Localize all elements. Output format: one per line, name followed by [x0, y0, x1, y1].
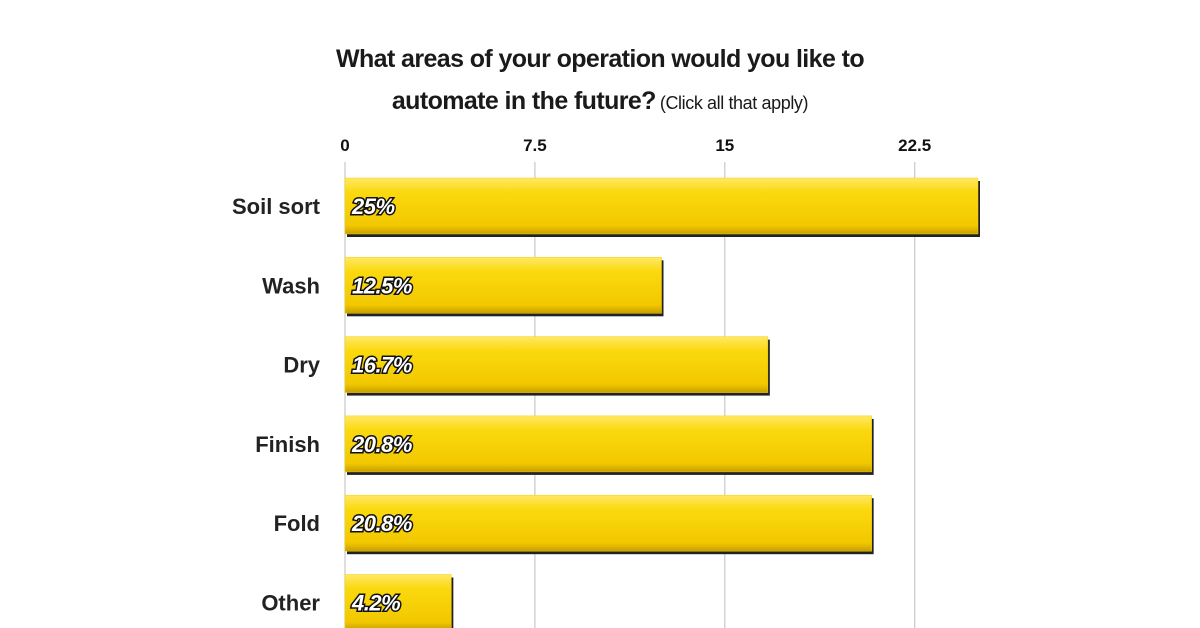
x-tick-label: 0: [340, 136, 349, 155]
y-tick-label: Finish: [255, 432, 320, 457]
bar: [344, 415, 872, 473]
y-tick-label: Wash: [262, 273, 320, 298]
y-tick-label: Dry: [283, 353, 320, 378]
value-label: 4.2%: [351, 591, 400, 616]
x-tick-label: 15: [715, 136, 734, 155]
bar: [344, 574, 452, 628]
value-label: 25%: [351, 194, 395, 219]
x-tick-label: 7.5: [523, 136, 547, 155]
value-label: 16.7%: [352, 353, 412, 378]
y-tick-label: Soil sort: [232, 194, 321, 219]
value-label: 12.5%: [352, 273, 412, 298]
chart-subtitle: (Click all that apply): [659, 93, 809, 113]
bar: [344, 494, 872, 552]
chart-header: What areas of your operation would you l…: [300, 40, 900, 124]
bar: [344, 336, 769, 393]
y-tick-label: Other: [261, 591, 320, 616]
chart-title: What areas of your operation would you l…: [335, 45, 865, 115]
bar: [344, 177, 979, 235]
value-label: 20.8%: [351, 511, 412, 536]
value-label: 20.8%: [351, 432, 412, 457]
y-tick-label: Fold: [274, 511, 320, 536]
bar: [344, 257, 662, 314]
x-tick-label: 22.5: [898, 136, 931, 155]
